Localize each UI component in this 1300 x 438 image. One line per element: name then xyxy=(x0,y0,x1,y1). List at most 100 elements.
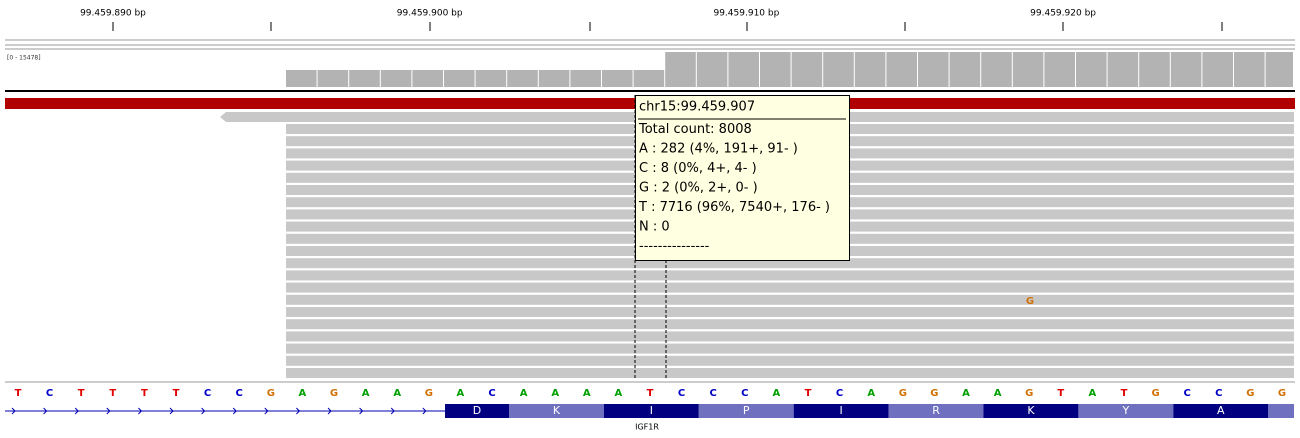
strand-arrow xyxy=(296,407,301,415)
base: A xyxy=(867,388,875,399)
read xyxy=(286,319,1294,330)
base: G xyxy=(1246,388,1254,399)
strand-arrow xyxy=(232,407,237,415)
base: T xyxy=(141,388,148,399)
codon xyxy=(1173,404,1269,418)
coverage-bar xyxy=(380,70,412,87)
read xyxy=(286,307,1294,317)
tooltip-line: N : 0 xyxy=(639,220,670,235)
coverage-bar xyxy=(1012,52,1044,87)
base: G xyxy=(1278,388,1286,399)
coverage-bar xyxy=(507,70,538,87)
codon xyxy=(983,404,1079,418)
ruler-label: 99.459.920 bp xyxy=(1030,9,1096,19)
base: A xyxy=(1089,388,1097,399)
coverage-bar xyxy=(665,52,696,87)
base: G xyxy=(267,388,275,399)
coverage-bar xyxy=(1234,52,1265,87)
amino-acid: K xyxy=(553,404,561,417)
coverage-bar xyxy=(1044,52,1075,87)
strand-arrow xyxy=(138,407,143,415)
ruler-label: 99.459.900 bp xyxy=(397,9,463,19)
base: G xyxy=(930,388,938,399)
base: C xyxy=(1215,388,1222,399)
base: C xyxy=(46,388,53,399)
base: T xyxy=(805,388,812,399)
amino-acid: R xyxy=(932,404,940,417)
coverage-bar xyxy=(854,52,886,87)
base: T xyxy=(647,388,654,399)
strand-arrow xyxy=(327,407,332,415)
amino-acid: I xyxy=(650,404,653,417)
base: T xyxy=(1121,388,1128,399)
base: A xyxy=(962,388,970,399)
tooltip-line: Total count: 8008 xyxy=(638,122,752,137)
base: C xyxy=(1184,388,1191,399)
base: A xyxy=(299,388,307,399)
strand-arrow xyxy=(359,407,364,415)
base: C xyxy=(710,388,717,399)
read xyxy=(286,270,1294,281)
coverage-bar xyxy=(791,52,823,87)
base: A xyxy=(520,388,528,399)
coverage-bar xyxy=(412,70,443,87)
codon xyxy=(445,404,509,418)
codon xyxy=(509,404,604,418)
base: T xyxy=(15,388,22,399)
base: A xyxy=(551,388,559,399)
base: C xyxy=(678,388,685,399)
base: C xyxy=(836,388,843,399)
tooltip-line: G : 2 (0%, 2+, 0- ) xyxy=(639,181,758,196)
coverage-bar xyxy=(286,70,317,87)
coverage-bar xyxy=(1139,52,1170,87)
coverage-bar xyxy=(602,70,633,87)
base: T xyxy=(1057,388,1064,399)
tooltip xyxy=(635,95,850,261)
codon xyxy=(603,404,699,418)
strand-arrow xyxy=(169,407,174,415)
base: A xyxy=(457,388,465,399)
codon xyxy=(698,404,794,418)
base: T xyxy=(78,388,85,399)
coverage-bar xyxy=(570,70,601,87)
read xyxy=(286,368,1294,378)
base: C xyxy=(741,388,748,399)
coverage-bar xyxy=(823,52,854,87)
coverage-bar xyxy=(696,52,728,87)
read xyxy=(286,343,1294,354)
base: C xyxy=(236,388,243,399)
base: T xyxy=(109,388,116,399)
strand-arrow xyxy=(106,407,111,415)
base: A xyxy=(362,388,370,399)
base: T xyxy=(173,388,180,399)
base: A xyxy=(773,388,781,399)
base: C xyxy=(204,388,211,399)
strand-arrow xyxy=(11,407,16,415)
base: A xyxy=(615,388,623,399)
coverage-bar xyxy=(1076,52,1107,87)
read xyxy=(286,331,1294,342)
base: G xyxy=(1025,388,1033,399)
strand-arrow xyxy=(201,407,206,415)
base: G xyxy=(1151,388,1159,399)
coverage-bar xyxy=(475,70,507,87)
base: G xyxy=(425,388,433,399)
coverage-bar xyxy=(949,52,981,87)
strand-arrow xyxy=(74,407,79,415)
amino-acid: P xyxy=(743,404,750,417)
base: A xyxy=(994,388,1002,399)
read xyxy=(286,282,1294,293)
codon xyxy=(1268,404,1294,418)
amino-acid: K xyxy=(1027,404,1035,417)
coverage-bar xyxy=(1265,52,1293,87)
read xyxy=(286,294,1294,305)
amino-acid: Y xyxy=(1121,404,1129,417)
base: G xyxy=(330,388,338,399)
ruler-label: 99.459.890 bp xyxy=(80,9,146,19)
base: A xyxy=(583,388,591,399)
coverage-bar xyxy=(728,52,759,87)
tooltip-line: C : 8 (0%, 4+, 4- ) xyxy=(639,161,757,176)
strand-arrow xyxy=(264,407,269,415)
coverage-bar xyxy=(1202,52,1233,87)
